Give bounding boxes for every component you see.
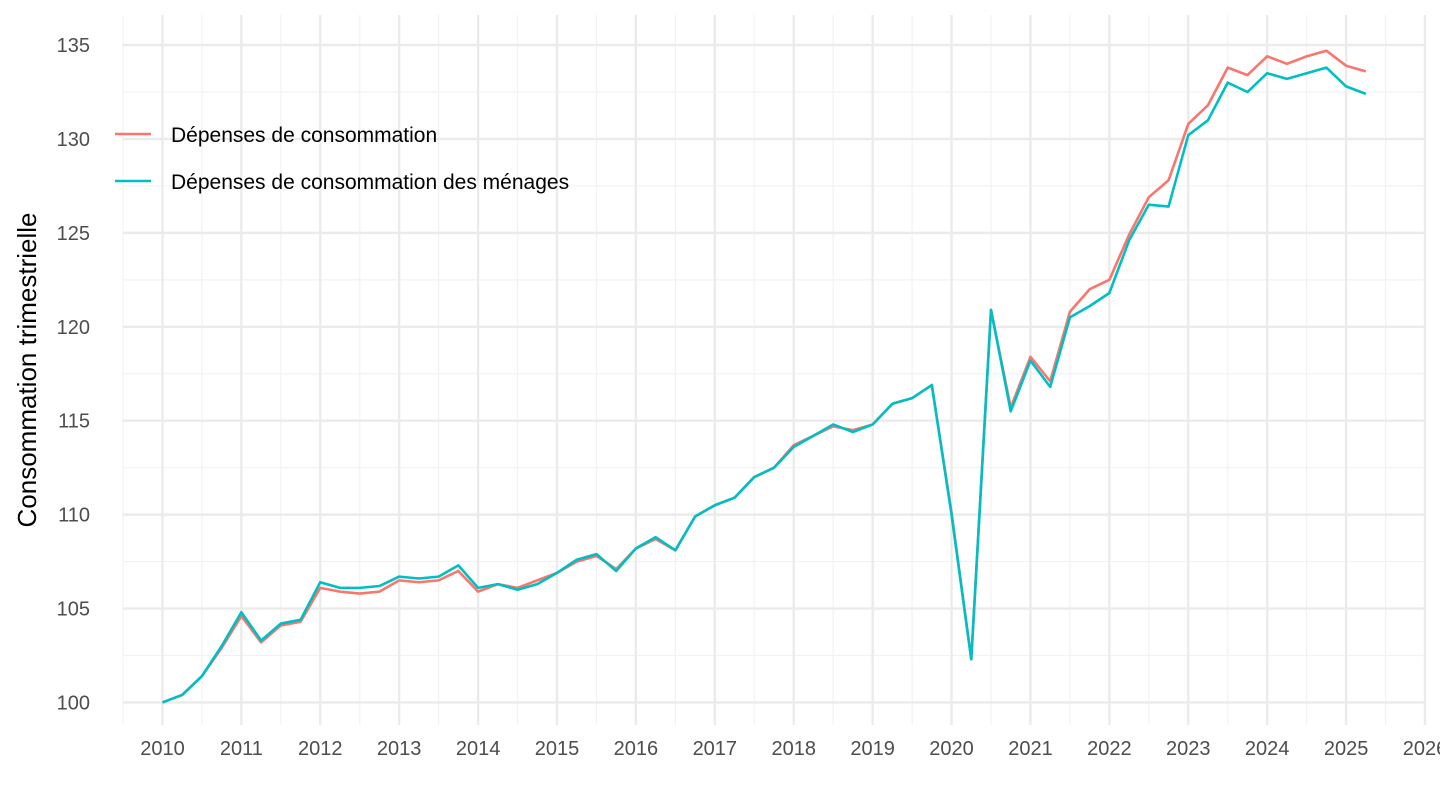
x-tick-label: 2010 bbox=[140, 738, 185, 760]
legend-label-2: Dépenses de consommation des ménages bbox=[171, 171, 569, 194]
x-axis-tick-labels: 2010 2011 2012 2013 2014 2015 2016 2017 2018 2019… bbox=[140, 738, 1440, 760]
y-tick-label: 135 bbox=[57, 35, 90, 57]
x-tick-label: 2017 bbox=[693, 738, 738, 760]
x-tick-label: 2018 bbox=[771, 738, 816, 760]
x-tick-label: 2022 bbox=[1087, 738, 1132, 760]
y-tick-label: 110 bbox=[58, 505, 90, 527]
series-lines bbox=[161, 49, 1367, 704]
legend: Dépenses de consommation Dépenses de cons… bbox=[115, 124, 569, 194]
y-tick-label: 105 bbox=[57, 599, 90, 621]
y-tick-label: 120 bbox=[57, 317, 90, 339]
x-tick-label: 2012 bbox=[298, 738, 343, 760]
x-tick-label: 2021 bbox=[1008, 738, 1053, 760]
series-line-2 bbox=[161, 66, 1367, 704]
y-axis-title: Consommation trimestrielle bbox=[12, 213, 42, 528]
y-axis-tick-labels: 100 105 110 115 120 125 130 135 bbox=[57, 35, 90, 714]
x-tick-label: 2011 bbox=[220, 738, 263, 760]
y-tick-label: 125 bbox=[57, 223, 90, 245]
legend-label-1: Dépenses de consommation bbox=[171, 124, 437, 147]
x-tick-label: 2026 bbox=[1403, 738, 1440, 760]
y-tick-label: 100 bbox=[57, 692, 90, 714]
x-tick-label: 2014 bbox=[456, 738, 501, 760]
x-tick-label: 2020 bbox=[929, 738, 974, 760]
x-tick-label: 2013 bbox=[377, 738, 422, 760]
x-tick-label: 2024 bbox=[1245, 738, 1290, 760]
major-gridlines bbox=[123, 15, 1427, 725]
x-tick-label: 2016 bbox=[614, 738, 659, 760]
x-tick-label: 2023 bbox=[1166, 738, 1211, 760]
minor-gridlines bbox=[122, 15, 1425, 725]
x-tick-label: 2019 bbox=[850, 738, 895, 760]
y-tick-label: 115 bbox=[58, 411, 90, 433]
y-tick-label: 130 bbox=[57, 129, 90, 151]
x-tick-label: 2025 bbox=[1324, 738, 1369, 760]
x-tick-label: 2015 bbox=[535, 738, 580, 760]
